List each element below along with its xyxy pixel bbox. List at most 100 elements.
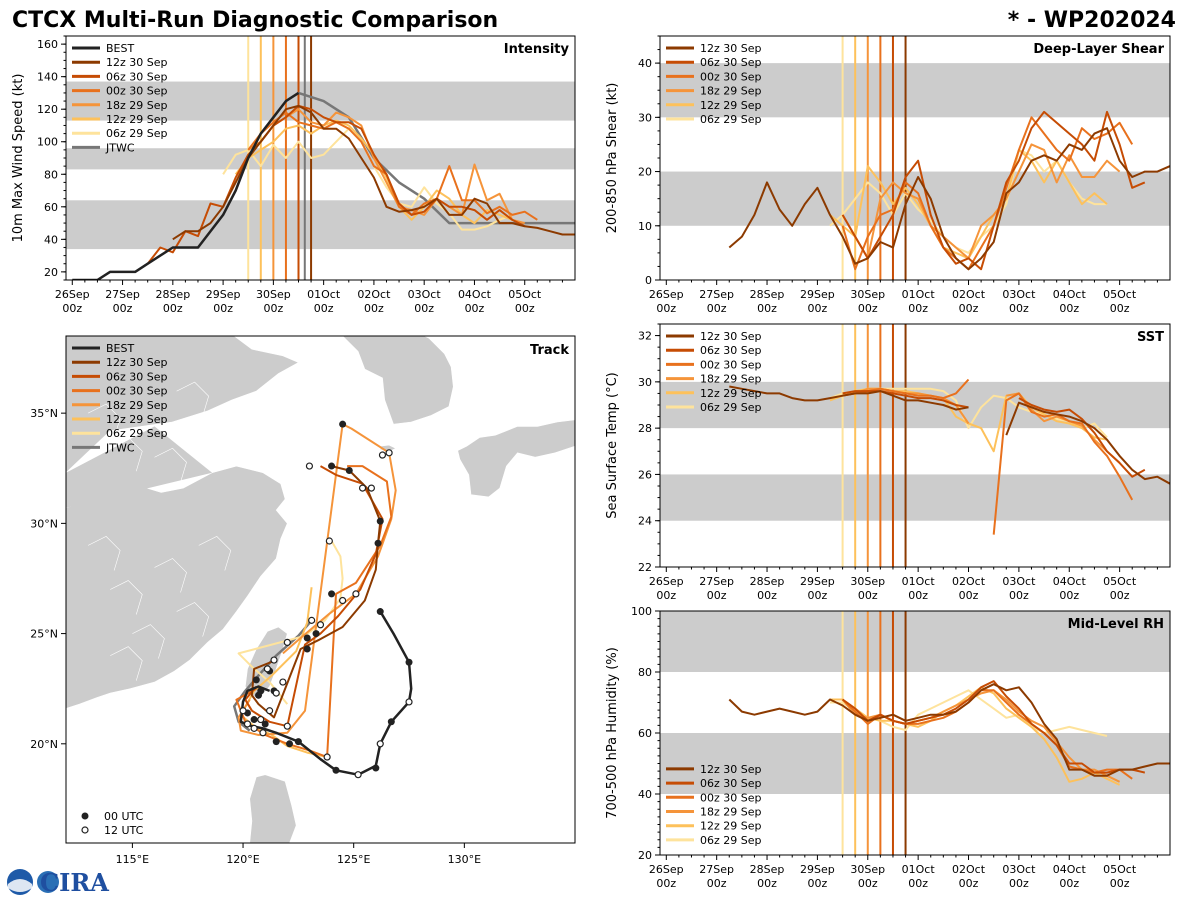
shear-xtick-hour: 00z xyxy=(1009,302,1029,315)
rh-ytick-label: 80 xyxy=(638,666,652,679)
sst-ytick-label: 24 xyxy=(638,515,652,528)
intensity-xtick-hour: 00z xyxy=(213,302,233,315)
intensity-xtick-hour: 00z xyxy=(62,302,82,315)
sst-ytick-label: 26 xyxy=(638,468,652,481)
track-series-0 xyxy=(250,465,382,719)
sst-xtick-hour: 00z xyxy=(707,589,727,602)
shear-xtick-date: 30Sep xyxy=(850,288,885,301)
shear-band-1 xyxy=(660,63,1170,118)
track-point-12utc xyxy=(376,740,384,748)
province-border xyxy=(176,602,209,637)
intensity-ytick-label: 20 xyxy=(44,266,58,279)
sst-frame xyxy=(659,323,1171,568)
intensity-xtick-date: 02Oct xyxy=(357,288,391,301)
rh-xtick-hour: 00z xyxy=(757,877,777,890)
rh-xtick-hour: 00z xyxy=(1009,877,1029,890)
shear-legend-label-run-3: 18z 29 Sep xyxy=(700,85,762,98)
sst-plot xyxy=(660,324,1170,567)
rh-ytick-label: 60 xyxy=(638,727,652,740)
track-point-12utc xyxy=(385,449,393,457)
sst-xtick-hour: 00z xyxy=(656,589,676,602)
rh-band-1 xyxy=(660,611,1170,672)
intensity-legend-label-run-0: 12z 30 Sep xyxy=(106,56,168,69)
sst-xtick-hour: 00z xyxy=(908,589,928,602)
intensity-ytick-label: 120 xyxy=(37,103,58,116)
shear-legend-label-run-4: 12z 29 Sep xyxy=(700,99,762,112)
marker-legend-12utc-icon xyxy=(81,826,89,834)
sst-xtick-hour: 00z xyxy=(1059,589,1079,602)
track-point-12utc xyxy=(283,722,291,730)
rh-legend-label-run-1: 06z 30 Sep xyxy=(700,777,762,790)
track-frame xyxy=(65,335,576,844)
sst-xtick-hour: 00z xyxy=(1110,589,1130,602)
shear-xtick-hour: 00z xyxy=(656,302,676,315)
sst-xtick-hour: 00z xyxy=(757,589,777,602)
rh-legend-label-run-0: 12z 30 Sep xyxy=(700,763,762,776)
sst-band-0 xyxy=(660,474,1170,521)
province-border xyxy=(110,436,143,472)
sst-xtick-hour: 00z xyxy=(858,589,878,602)
intensity-xtick-date: 05Oct xyxy=(508,288,542,301)
track-xtick-label: 120°E xyxy=(226,853,259,866)
rh-xtick-date: 27Sep xyxy=(699,863,734,876)
marker-legend-12utc-label: 12 UTC xyxy=(104,824,144,837)
province-border xyxy=(87,403,121,439)
intensity-xtick-date: 04Oct xyxy=(458,288,492,301)
track-point-00utc xyxy=(345,466,353,474)
rh-xtick-date: 01Oct xyxy=(902,863,936,876)
sst-legend-label-run-0: 12z 30 Sep xyxy=(700,330,762,343)
shear-xtick-date: 05Oct xyxy=(1103,288,1137,301)
rh-series-4 xyxy=(830,686,1121,786)
track-xtick-label: 125°E xyxy=(337,853,370,866)
track-point-12utc xyxy=(354,771,362,779)
track-xtick-label: 130°E xyxy=(448,853,481,866)
rh-title: Mid-Level RH xyxy=(1068,617,1164,632)
rh-xtick-date: 30Sep xyxy=(850,863,885,876)
sst-xtick-date: 01Oct xyxy=(902,575,936,588)
track-legend-label-run-1: 06z 30 Sep xyxy=(106,370,168,383)
sst-xtick-date: 26Sep xyxy=(649,575,684,588)
track-point-12utc xyxy=(250,724,258,732)
track-plot xyxy=(66,336,575,843)
province-border xyxy=(110,646,143,681)
shear-legend-label-run-2: 00z 30 Sep xyxy=(700,70,762,83)
rh-xtick-hour: 00z xyxy=(656,877,676,890)
track-legend-label-run-0: 12z 30 Sep xyxy=(106,356,168,369)
shear-plot xyxy=(660,36,1170,280)
sst-legend-label-run-3: 18z 29 Sep xyxy=(700,373,762,386)
shear-series-1 xyxy=(841,110,1146,271)
province-border xyxy=(87,536,121,571)
track-point-12utc xyxy=(367,484,375,492)
track-panel: 115°E 120°E 125°E 130°E 20°N 25°N 30°N 35°N Trac… xyxy=(30,335,576,866)
shear-xtick-hour: 00z xyxy=(858,302,878,315)
sst-xtick-date: 28Sep xyxy=(750,575,785,588)
intensity-xtick-date: 30Sep xyxy=(256,288,291,301)
rh-xtick-date: 29Sep xyxy=(800,863,835,876)
rh-legend-label-run-5: 06z 29 Sep xyxy=(700,834,762,847)
rh-ytick-label: 40 xyxy=(638,788,652,801)
track-point-12utc xyxy=(259,729,267,737)
track-point-12utc xyxy=(279,678,287,686)
shear-xtick-hour: 00z xyxy=(959,302,979,315)
shear-ytick-label: 0 xyxy=(645,274,652,287)
sst-title: SST xyxy=(1137,330,1164,345)
shear-series-3 xyxy=(841,143,1121,260)
rh-plot xyxy=(660,611,1170,855)
intensity-legend-label-run-4: 12z 29 Sep xyxy=(106,113,168,126)
track-legend-label-run-5: 06z 29 Sep xyxy=(106,427,168,440)
track-point-00utc xyxy=(294,738,302,746)
province-border xyxy=(198,536,232,571)
track-point-00utc xyxy=(374,539,382,547)
shear-panel: 01020304026Sep00z27Sep00z28Sep00z29Sep00… xyxy=(605,35,1171,315)
track-point-00utc xyxy=(387,718,395,726)
track-legend-label-run-2: 00z 30 Sep xyxy=(106,385,168,398)
track-xtick-label: 115°E xyxy=(116,853,149,866)
shear-xtick-date: 29Sep xyxy=(800,288,835,301)
noaa-wave-icon xyxy=(8,879,32,892)
sst-xtick-hour: 00z xyxy=(1009,589,1029,602)
rh-xtick-hour: 00z xyxy=(908,877,928,890)
sst-plot-area xyxy=(660,324,1170,567)
province-border xyxy=(154,447,187,483)
track-legend-label-jtwc: JTWC xyxy=(105,441,135,454)
land-polygon-0 xyxy=(66,465,288,709)
